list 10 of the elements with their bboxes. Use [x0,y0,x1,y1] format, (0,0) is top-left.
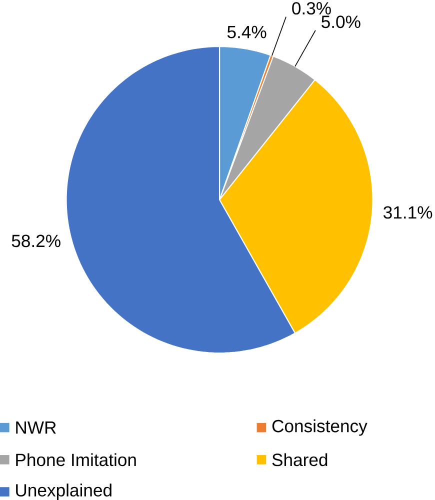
data-label: 58.2% [12,234,60,248]
data-label: 0.3% [292,2,332,15]
legend-label: NWR [16,422,56,434]
legend-label: Unexplained [16,484,112,500]
legend-label: Phone Imitation [16,453,136,466]
data-label: 31.1% [384,206,432,219]
legend-label: Shared [272,453,328,466]
data-label: 5.0% [322,16,360,28]
legend-label: Consistency [272,419,368,436]
data-label: 5.4% [228,26,266,38]
